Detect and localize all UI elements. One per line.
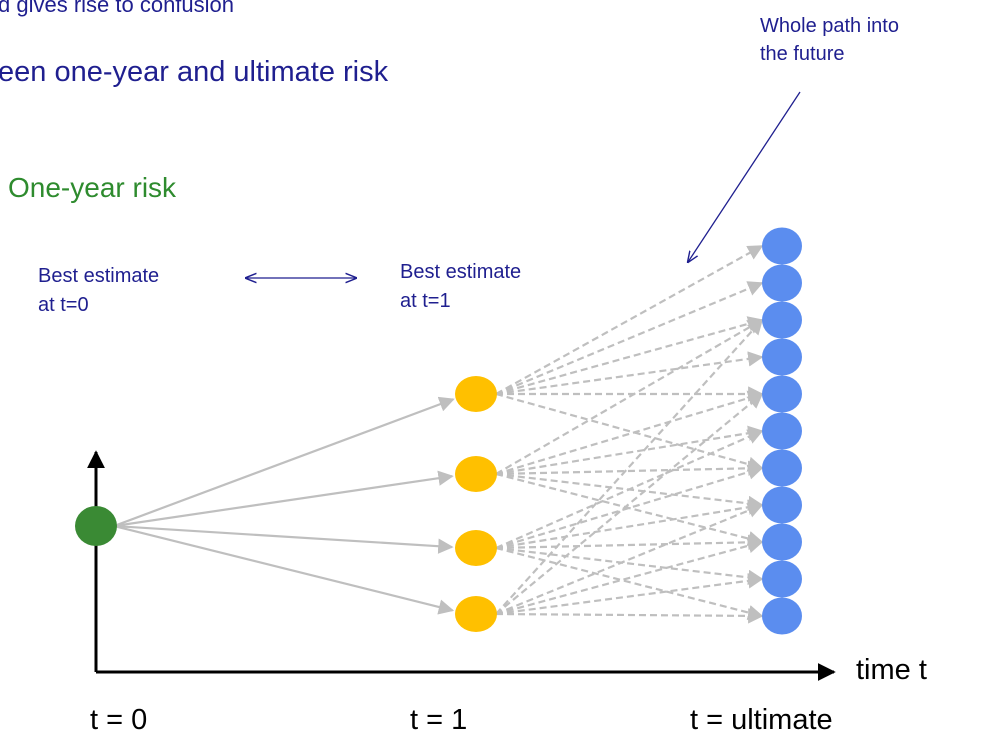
- t1-node-1: [455, 456, 497, 492]
- best-estimate-t1-label: Best estimate at t=1: [400, 258, 521, 316]
- dashed-edge-7: [495, 390, 764, 476]
- best-estimate-t0-line-2: at t=0: [38, 294, 89, 316]
- tick-label-t0: t = 0: [90, 704, 148, 736]
- x-axis-label: time t: [856, 654, 927, 686]
- dashed-edge-2: [495, 316, 764, 396]
- dashed-edge-16: [495, 546, 764, 586]
- dashed-edge-19: [495, 393, 764, 615]
- ultimate-node-3: [762, 338, 802, 376]
- dashed-edge-8: [495, 425, 764, 476]
- dashed-edge-6: [495, 319, 764, 475]
- solid-edge-2: [113, 524, 454, 554]
- dashed-edge-12: [495, 429, 764, 550]
- dashed-edge-20: [495, 538, 764, 616]
- annotation-line-1: Whole path into: [760, 15, 899, 37]
- solid-edge-3: [113, 524, 455, 615]
- dashed-edge-14: [495, 499, 764, 550]
- dashed-edge-9: [495, 460, 764, 477]
- dashed-edges: [495, 245, 764, 624]
- start-node-t0: [75, 506, 117, 546]
- ultimate-node-0: [762, 227, 802, 265]
- ultimate-node-6: [762, 449, 802, 487]
- best-estimate-t1-line-2: at t=1: [400, 290, 451, 312]
- best-estimate-t0-label: Best estimate at t=0: [38, 262, 159, 320]
- annotation-line-2: the future: [760, 43, 845, 66]
- one-year-risk-label: One-year risk: [8, 172, 177, 203]
- headline-partial-1: d gives rise to confusion: [0, 0, 235, 17]
- dashed-edge-0: [495, 245, 764, 395]
- dashed-edge-3: [495, 351, 764, 396]
- ultimate-node-9: [762, 560, 802, 598]
- tick-label-t1: t = 1: [410, 704, 468, 736]
- solid-edge-1: [113, 470, 454, 528]
- t1-node-2: [455, 530, 497, 566]
- dashed-edge-23: [495, 503, 764, 616]
- ultimate-node-8: [762, 523, 802, 561]
- ultimate-node-1: [762, 264, 802, 302]
- dashed-edge-13: [495, 464, 764, 550]
- dashed-edge-1: [495, 281, 764, 396]
- t1-node-3: [455, 596, 497, 632]
- headline-partial-2: een one-year and ultimate risk: [0, 56, 389, 88]
- solid-edge-0: [113, 396, 455, 528]
- ultimate-node-7: [762, 486, 802, 524]
- dashed-edge-17: [495, 546, 764, 621]
- ultimate-node-10: [762, 597, 802, 635]
- annotation-pointer-line: [688, 91, 801, 262]
- dashed-edge-21: [495, 573, 764, 616]
- whole-path-annotation: Whole path into the future: [760, 12, 980, 69]
- dashed-edge-5: [495, 392, 764, 472]
- best-estimate-t1-line-1: Best estimate: [400, 261, 522, 283]
- ultimate-node-4: [762, 375, 802, 413]
- dashed-edge-18: [495, 318, 764, 615]
- nodes: [75, 227, 802, 635]
- best-estimate-t0-line-1: Best estimate: [38, 265, 160, 287]
- dashed-edge-22: [495, 608, 764, 624]
- dashed-edge-15: [495, 534, 764, 551]
- t1-node-0: [455, 376, 497, 412]
- ultimate-node-5: [762, 412, 802, 450]
- ultimate-node-2: [762, 301, 802, 339]
- solid-edges: [113, 396, 455, 615]
- tick-label-ultimate: t = ultimate: [690, 704, 833, 736]
